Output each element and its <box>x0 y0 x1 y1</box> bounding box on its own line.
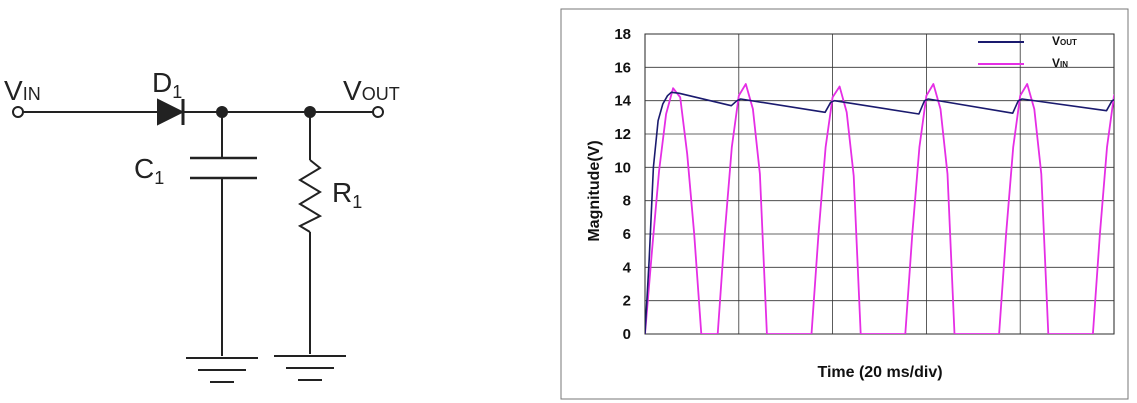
y-tick-label: 18 <box>614 26 631 43</box>
resistor-r1-symbol <box>297 159 323 233</box>
plot-area <box>644 33 1115 335</box>
plot-series <box>645 83 1114 334</box>
capacitor-label: C1 <box>134 153 164 188</box>
resistor-label: R1 <box>332 177 362 212</box>
input-label: VIN <box>4 75 41 106</box>
x-axis-label: Time (20 ms/div) <box>817 364 942 381</box>
y-tick-label: 0 <box>623 326 631 343</box>
y-axis-label: Magnitude(V) <box>586 140 603 241</box>
ground-capacitor-icon <box>186 357 258 383</box>
diode-label: D1 <box>152 67 182 102</box>
output-terminal <box>372 106 384 118</box>
y-tick-labels: 0 2 4 6 8 10 12 14 16 18 <box>614 26 631 343</box>
y-tick-label: 8 <box>623 193 631 210</box>
y-tick-label: 16 <box>614 59 631 76</box>
legend: VOUT VIN <box>978 34 1077 70</box>
y-tick-label: 10 <box>614 159 631 176</box>
plot-grid <box>644 33 1115 335</box>
diode-d1-symbol <box>157 98 185 126</box>
y-tick-label: 6 <box>623 226 631 243</box>
input-terminal <box>12 106 24 118</box>
rectifier-schematic <box>12 98 384 383</box>
series-line-v-out <box>645 91 1114 334</box>
output-label: VOUT <box>343 75 400 106</box>
y-tick-label: 12 <box>614 126 631 143</box>
legend-label-vin: VIN <box>1052 56 1068 70</box>
y-tick-label: 4 <box>623 259 632 276</box>
y-tick-label: 14 <box>614 93 631 110</box>
legend-label-vout: VOUT <box>1052 34 1077 48</box>
y-tick-label: 2 <box>623 293 631 310</box>
ground-resistor-icon <box>274 355 346 381</box>
